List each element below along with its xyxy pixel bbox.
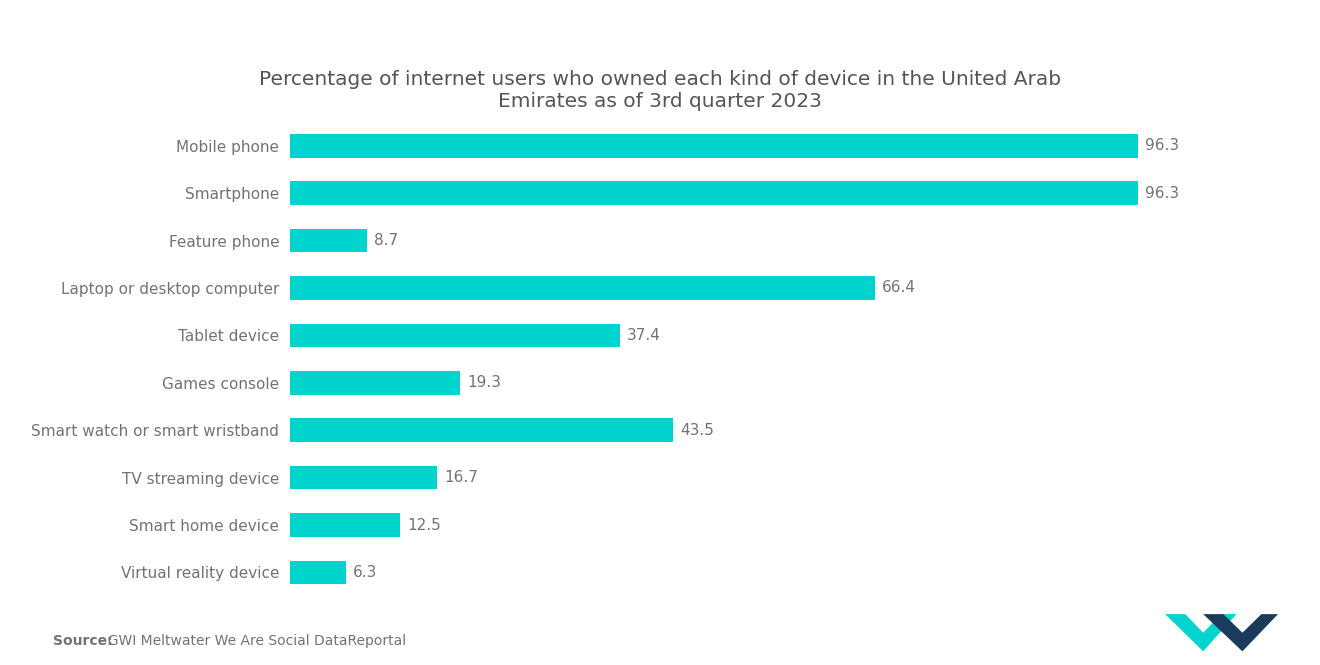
Bar — [290, 134, 1138, 158]
Bar — [290, 276, 875, 300]
Bar — [290, 418, 673, 442]
Text: 43.5: 43.5 — [680, 423, 714, 438]
Text: Source:: Source: — [53, 634, 112, 648]
Text: 16.7: 16.7 — [445, 470, 478, 485]
Bar — [290, 371, 461, 394]
Text: 66.4: 66.4 — [882, 281, 916, 295]
Text: 19.3: 19.3 — [467, 375, 502, 390]
Text: 37.4: 37.4 — [627, 328, 660, 343]
Text: 96.3: 96.3 — [1144, 186, 1179, 201]
Text: 96.3: 96.3 — [1144, 138, 1179, 153]
Polygon shape — [1166, 614, 1237, 652]
Text: 8.7: 8.7 — [374, 233, 399, 248]
Bar — [290, 182, 1138, 205]
Text: 12.5: 12.5 — [408, 517, 441, 533]
Text: Percentage of internet users who owned each kind of device in the United Arab
Em: Percentage of internet users who owned e… — [259, 70, 1061, 111]
Bar — [290, 465, 437, 489]
Bar — [290, 324, 619, 347]
Text: 6.3: 6.3 — [352, 565, 378, 580]
Bar — [290, 229, 367, 253]
Polygon shape — [1203, 614, 1278, 652]
Bar — [290, 513, 400, 537]
Bar — [290, 561, 346, 585]
Text: GWI Meltwater We Are Social DataReportal: GWI Meltwater We Are Social DataReportal — [99, 634, 407, 648]
